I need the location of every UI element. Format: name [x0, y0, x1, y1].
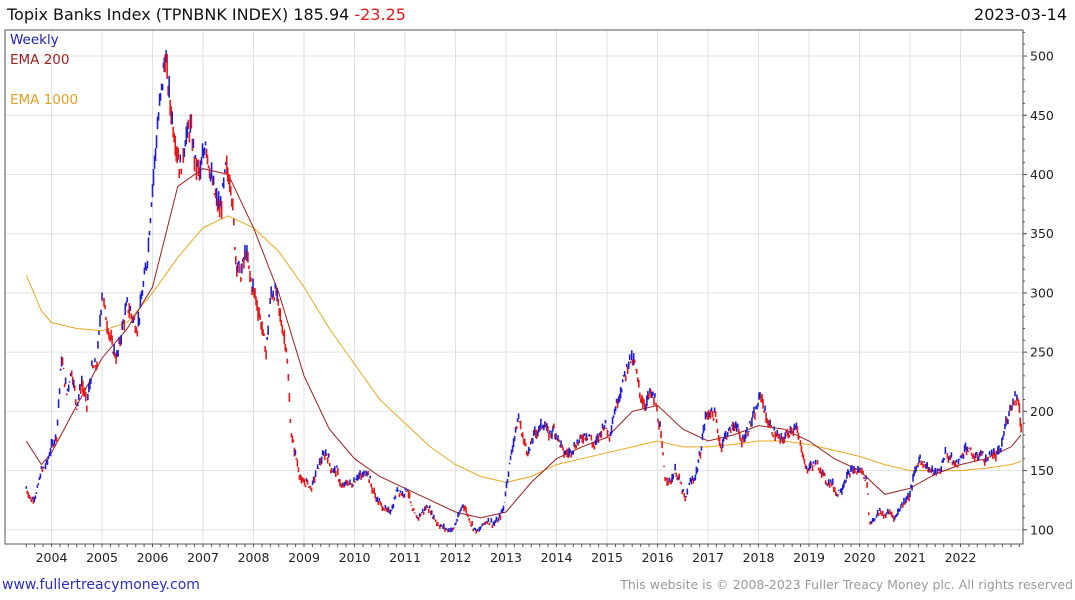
x-tick-label: 2019: [793, 550, 825, 565]
x-tick-label: 2018: [743, 550, 775, 565]
x-tick-label: 2021: [894, 550, 926, 565]
x-tick-label: 2009: [288, 550, 320, 565]
x-tick-label: 2011: [389, 550, 421, 565]
ema-1000-series: [25, 215, 1022, 483]
y-axis: 100 150 200 250 300 350 400 450 500: [1023, 31, 1054, 537]
x-tick-label: 2022: [945, 550, 977, 565]
x-tick-label: 2020: [844, 550, 876, 565]
price-change: -23.25: [354, 5, 406, 24]
x-tick-label: 2008: [238, 550, 270, 565]
x-tick-label: 2014: [541, 550, 573, 565]
ema-1000-line: [25, 215, 1022, 483]
x-tick-label: 2006: [137, 550, 169, 565]
y-tick-label: 150: [1030, 463, 1054, 478]
x-axis: 2004 2005 2006 2007 2008 2009 2010 2011 2012 2013…: [25, 544, 1020, 565]
y-tick-label: 300: [1030, 285, 1054, 300]
x-tick-label: 2007: [187, 550, 219, 565]
legend-weekly: Weekly: [10, 32, 59, 48]
y-tick-label: 200: [1030, 404, 1054, 419]
x-tick-label: 2017: [692, 550, 724, 565]
y-tick-label: 100: [1030, 522, 1054, 537]
y-tick-label: 500: [1030, 49, 1054, 64]
x-tick-label: 2016: [642, 550, 674, 565]
last-price: 185.94: [293, 5, 350, 24]
chart-date: 2023-03-14: [974, 5, 1067, 24]
site-link[interactable]: www.fullertreacymoney.com: [2, 577, 200, 593]
y-tick-label: 250: [1030, 345, 1054, 360]
legend-ema-200: EMA 200: [10, 52, 70, 68]
ema-200-line: [25, 168, 1022, 519]
chart-title: Topix Banks Index (TPNBNK INDEX) 185.94 …: [7, 5, 406, 24]
x-tick-label: 2004: [36, 550, 68, 565]
x-tick-label: 2013: [490, 550, 522, 565]
plot-frame: [4, 29, 1024, 545]
y-tick-label: 350: [1030, 226, 1054, 241]
price-series: [25, 50, 1022, 534]
copyright-notice: This website is © 2008-2023 Fuller Treac…: [620, 577, 1073, 592]
ema-200-series: [25, 168, 1022, 519]
x-tick-label: 2012: [440, 550, 472, 565]
legend-ema-1000: EMA 1000: [10, 92, 79, 108]
index-name: Topix Banks Index (TPNBNK INDEX): [7, 5, 289, 24]
y-tick-label: 400: [1030, 167, 1054, 182]
x-tick-label: 2015: [591, 550, 623, 565]
x-tick-label: 2005: [86, 550, 118, 565]
grid-lines: [5, 30, 1023, 544]
y-tick-label: 450: [1030, 108, 1054, 123]
x-tick-label: 2010: [339, 550, 371, 565]
